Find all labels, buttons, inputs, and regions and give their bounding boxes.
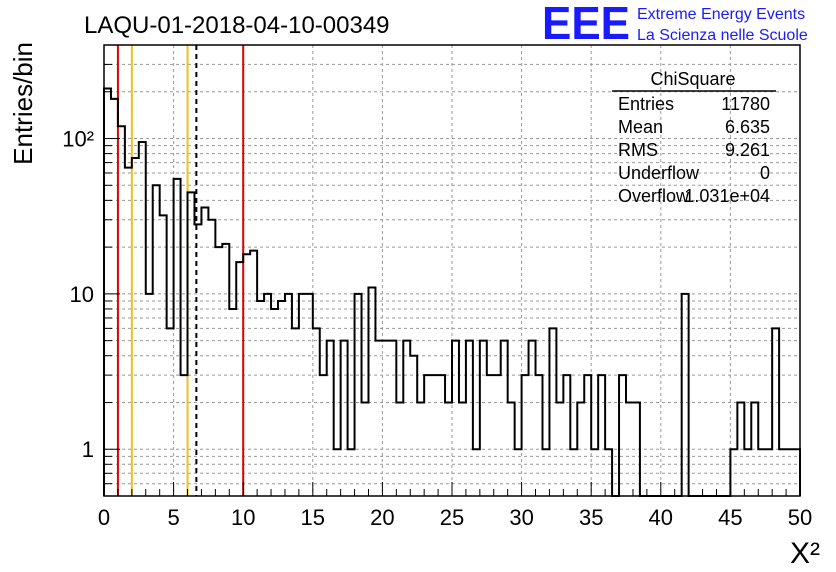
x-axis-label: X² [790, 537, 820, 570]
x-tick-label: 15 [301, 505, 325, 530]
x-tick-label: 20 [370, 505, 394, 530]
x-tick-label: 50 [788, 505, 812, 530]
x-axis-ticks: 0 5 10 15 20 25 30 35 40 45 50 [98, 482, 812, 530]
run-title: LAQU-01-2018-04-10-00349 [84, 12, 390, 39]
stats-value: 9.261 [725, 140, 770, 160]
stats-title: ChiSquare [650, 69, 735, 89]
logo-line-2: La Scienza nelle Scuole [637, 27, 808, 44]
x-tick-label: 5 [167, 505, 179, 530]
x-tick-label: 45 [718, 505, 742, 530]
y-axis-ticks: 1 10 10² [62, 44, 120, 497]
x-tick-label: 10 [231, 505, 255, 530]
stats-label: Overflow [618, 186, 690, 206]
stats-value: 6.635 [725, 117, 770, 137]
y-tick-label: 10 [70, 282, 94, 307]
stats-label: Entries [618, 94, 674, 114]
y-axis-label: Entries/bin [8, 42, 38, 165]
logo-line-1: Extreme Energy Events [637, 6, 805, 23]
x-tick-label: 0 [98, 505, 110, 530]
stats-label: Mean [618, 117, 663, 137]
stats-value: 1.031e+04 [684, 186, 770, 206]
stats-label: RMS [618, 140, 658, 160]
stats-value: 11780 [721, 94, 770, 114]
stats-label: Underflow [618, 163, 700, 183]
x-tick-label: 40 [649, 505, 673, 530]
x-tick-label: 30 [509, 505, 533, 530]
eee-logo: EEE [542, 0, 630, 49]
stats-box: ChiSquare Entries 11780 Mean 6.635 RMS 9… [612, 69, 776, 206]
y-tick-label: 10² [62, 127, 94, 152]
x-tick-label: 25 [440, 505, 464, 530]
x-tick-label: 35 [579, 505, 603, 530]
y-tick-label: 1 [82, 437, 94, 462]
grid-lines [104, 44, 800, 497]
stats-value: 0 [760, 163, 770, 183]
